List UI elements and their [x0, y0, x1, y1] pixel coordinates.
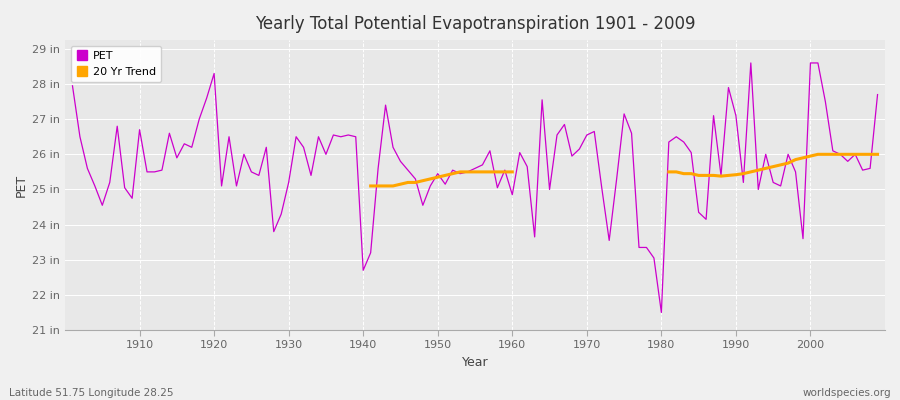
Title: Yearly Total Potential Evapotranspiration 1901 - 2009: Yearly Total Potential Evapotranspiratio…	[255, 15, 696, 33]
Y-axis label: PET: PET	[15, 174, 28, 197]
X-axis label: Year: Year	[462, 356, 489, 369]
Text: worldspecies.org: worldspecies.org	[803, 388, 891, 398]
Legend: PET, 20 Yr Trend: PET, 20 Yr Trend	[70, 46, 161, 82]
Text: Latitude 51.75 Longitude 28.25: Latitude 51.75 Longitude 28.25	[9, 388, 174, 398]
